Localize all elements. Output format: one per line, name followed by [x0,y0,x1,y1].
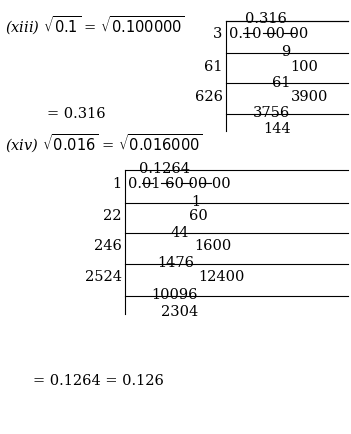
Text: 1: 1 [112,178,121,191]
Text: 1: 1 [191,194,200,209]
Text: 626: 626 [194,90,223,104]
Text: 1600: 1600 [195,240,232,253]
Text: 0.1264: 0.1264 [139,162,190,176]
Text: 246: 246 [94,240,121,253]
Text: 61: 61 [272,76,290,89]
Text: = 0.1264 = 0.126: = 0.1264 = 0.126 [33,375,164,388]
Text: 3756: 3756 [253,106,290,120]
Text: 9: 9 [281,45,290,59]
Text: 12400: 12400 [198,270,245,283]
Text: 2304: 2304 [161,305,198,319]
Text: 1476: 1476 [158,256,195,270]
Text: 10096: 10096 [152,288,198,302]
Text: 44: 44 [171,226,190,240]
Text: 100: 100 [290,59,318,74]
Text: 144: 144 [263,122,290,136]
Text: = 0.316: = 0.316 [47,107,105,121]
Text: 0.316: 0.316 [245,12,287,26]
Text: 3900: 3900 [290,90,328,104]
Text: (xiv) $\sqrt{0.016}$ = $\sqrt{0.016000}$: (xiv) $\sqrt{0.016}$ = $\sqrt{0.016000}$ [5,133,202,155]
Text: 0.01 60 00 00: 0.01 60 00 00 [128,178,231,191]
Text: 2524: 2524 [85,270,121,283]
Text: 22: 22 [103,209,121,223]
Text: 60: 60 [190,209,208,223]
Text: (xiii) $\sqrt{0.1}$ = $\sqrt{0.100000}$: (xiii) $\sqrt{0.1}$ = $\sqrt{0.100000}$ [5,14,185,37]
Text: 61: 61 [204,59,223,74]
Text: 0.10 00 00: 0.10 00 00 [230,27,309,41]
Text: 3: 3 [213,27,223,41]
